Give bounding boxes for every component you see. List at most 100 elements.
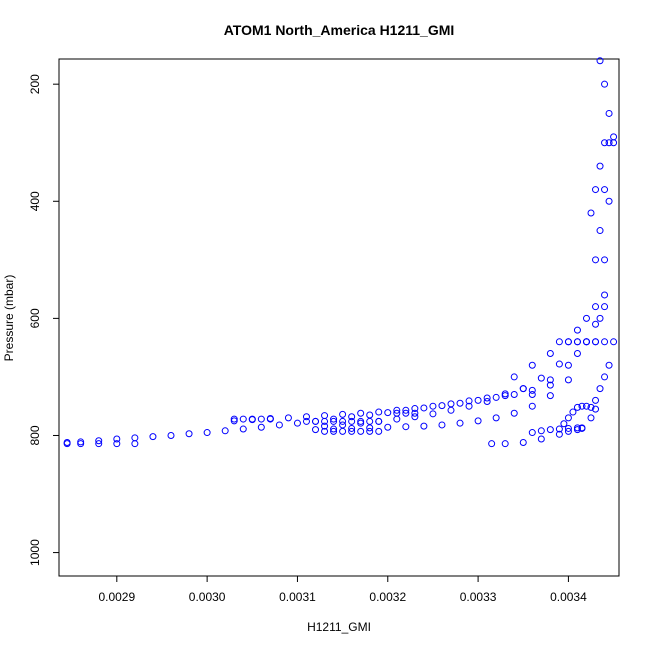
data-point <box>302 413 310 421</box>
data-point <box>348 424 356 432</box>
data-point <box>230 415 238 423</box>
data-point <box>546 426 554 434</box>
data-point <box>248 415 256 423</box>
data-point <box>592 186 600 194</box>
data-point <box>555 425 563 433</box>
data-point <box>257 415 265 423</box>
data-point <box>592 405 600 413</box>
data-point <box>465 402 473 410</box>
series-19 <box>596 139 618 322</box>
data-point <box>63 440 71 448</box>
data-point <box>605 139 613 147</box>
data-point <box>555 430 563 438</box>
data-point <box>546 376 554 384</box>
data-point <box>330 427 338 435</box>
data-point <box>519 385 527 393</box>
data-point <box>601 338 609 346</box>
data-point <box>357 409 365 417</box>
series-11 <box>560 402 600 428</box>
data-point <box>587 414 595 422</box>
x-tick-label: 0.0030 <box>189 590 226 604</box>
data-point <box>501 440 509 448</box>
data-point <box>357 419 365 427</box>
data-point <box>587 403 595 411</box>
x-tick-label: 0.0031 <box>279 590 316 604</box>
data-point <box>348 427 356 435</box>
data-point <box>564 361 572 369</box>
data-point <box>257 423 265 431</box>
y-tick-label: 800 <box>28 425 42 445</box>
data-point <box>592 256 600 264</box>
y-tick-label: 200 <box>28 74 42 94</box>
series-1 <box>63 440 139 448</box>
data-points <box>63 57 618 448</box>
data-point <box>492 393 500 401</box>
data-point <box>393 415 401 423</box>
data-point <box>167 431 175 439</box>
data-point <box>573 338 581 346</box>
data-point <box>456 399 464 407</box>
data-point <box>573 403 581 411</box>
data-point <box>601 80 609 88</box>
data-point <box>573 326 581 334</box>
x-axis: 0.0029 0.0030 0.0031 0.0032 0.0033 0.0034 <box>98 575 587 604</box>
data-point <box>592 303 600 311</box>
data-point <box>483 398 491 406</box>
data-point <box>546 381 554 389</box>
data-point <box>605 109 613 117</box>
data-point <box>366 427 374 435</box>
data-point <box>582 314 590 322</box>
data-point <box>411 405 419 413</box>
data-point <box>438 421 446 429</box>
series-8 <box>321 338 581 430</box>
data-point <box>131 440 139 448</box>
data-point <box>284 414 292 422</box>
data-point <box>474 396 482 404</box>
data-point <box>610 338 618 346</box>
data-point <box>528 386 536 394</box>
data-point <box>596 227 604 235</box>
data-point <box>375 417 383 425</box>
data-point <box>474 417 482 425</box>
data-point <box>592 320 600 328</box>
data-point <box>330 425 338 433</box>
x-tick-label: 0.0029 <box>98 590 135 604</box>
data-point <box>384 409 392 417</box>
data-point <box>357 427 365 435</box>
data-point <box>149 433 157 441</box>
data-point <box>429 410 437 418</box>
x-tick-label: 0.0034 <box>550 590 587 604</box>
y-axis-label: Pressure (mbar) <box>2 275 16 362</box>
data-point <box>528 390 536 398</box>
data-point <box>275 421 283 429</box>
data-point <box>578 424 586 432</box>
data-point <box>483 394 491 402</box>
data-point <box>366 424 374 432</box>
data-point <box>573 350 581 358</box>
data-point <box>601 303 609 311</box>
series-3 <box>230 415 274 423</box>
data-point <box>330 415 338 423</box>
data-point <box>601 256 609 264</box>
data-point <box>402 409 410 417</box>
series-18 <box>592 139 613 264</box>
data-point <box>402 406 410 414</box>
series-10 <box>528 424 586 437</box>
data-point <box>510 409 518 417</box>
data-point <box>596 385 604 393</box>
data-point <box>601 139 609 147</box>
data-point <box>546 392 554 400</box>
data-point <box>239 415 247 423</box>
data-point <box>569 408 577 416</box>
data-point <box>537 374 545 382</box>
series-5 <box>321 427 383 435</box>
data-point <box>456 419 464 427</box>
data-point <box>348 417 356 425</box>
series-20 <box>596 57 618 141</box>
data-point <box>321 422 329 430</box>
data-point <box>546 350 554 358</box>
data-point <box>564 376 572 384</box>
data-point <box>239 425 247 433</box>
data-point <box>339 410 347 418</box>
